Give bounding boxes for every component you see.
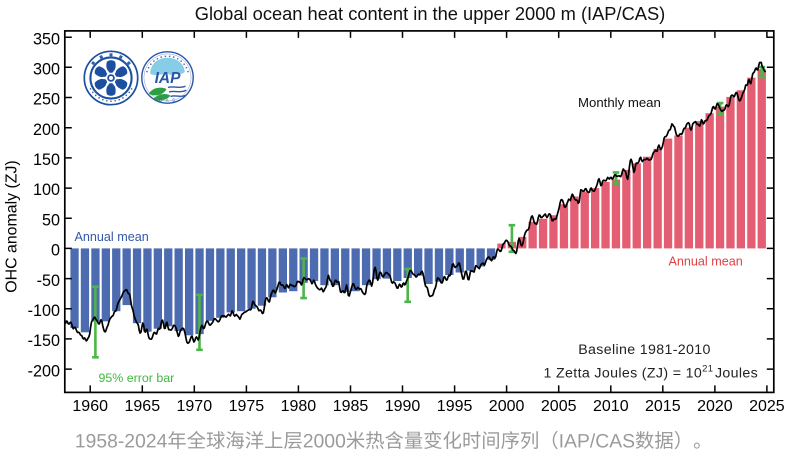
svg-text:1970: 1970 <box>177 398 213 415</box>
svg-text:1975: 1975 <box>229 398 265 415</box>
svg-text:IAP: IAP <box>155 70 182 87</box>
svg-text:2010: 2010 <box>593 398 629 415</box>
svg-text:200: 200 <box>33 121 60 139</box>
svg-text:2015: 2015 <box>645 398 681 415</box>
svg-text:250: 250 <box>33 91 60 109</box>
svg-text:Annual mean: Annual mean <box>75 230 149 244</box>
svg-text:100: 100 <box>33 181 60 199</box>
svg-text:2025: 2025 <box>749 398 785 415</box>
svg-text:350: 350 <box>33 30 60 48</box>
svg-text:2000: 2000 <box>489 398 525 415</box>
svg-text:Global ocean heat content in t: Global ocean heat content in the upper 2… <box>195 3 666 24</box>
svg-text:50: 50 <box>42 211 60 229</box>
svg-text:-200: -200 <box>28 362 60 380</box>
svg-text:OHC anomaly (ZJ): OHC anomaly (ZJ) <box>4 160 21 292</box>
svg-text:-100: -100 <box>28 302 60 320</box>
svg-text:95% error bar: 95% error bar <box>99 371 175 385</box>
svg-text:1960: 1960 <box>72 398 108 415</box>
svg-text:1 Zetta Joules (ZJ) = 1021 Jou: 1 Zetta Joules (ZJ) = 1021 Joules <box>544 364 759 382</box>
svg-text:1995: 1995 <box>437 398 473 415</box>
svg-text:Monthly mean: Monthly mean <box>578 95 661 110</box>
svg-text:0: 0 <box>51 242 60 260</box>
svg-text:-150: -150 <box>28 332 60 350</box>
svg-text:150: 150 <box>33 151 60 169</box>
svg-text:1990: 1990 <box>385 398 421 415</box>
svg-text:2005: 2005 <box>541 398 577 415</box>
svg-text:1965: 1965 <box>125 398 161 415</box>
svg-text:1985: 1985 <box>333 398 369 415</box>
svg-text:C A S: C A S <box>159 98 177 103</box>
svg-text:1980: 1980 <box>281 398 317 415</box>
svg-text:Baseline 1981-2010: Baseline 1981-2010 <box>578 342 711 358</box>
svg-text:Annual mean: Annual mean <box>669 255 743 269</box>
svg-text:-50: -50 <box>37 272 60 290</box>
svg-text:2020: 2020 <box>697 398 733 415</box>
svg-text:300: 300 <box>33 61 60 79</box>
